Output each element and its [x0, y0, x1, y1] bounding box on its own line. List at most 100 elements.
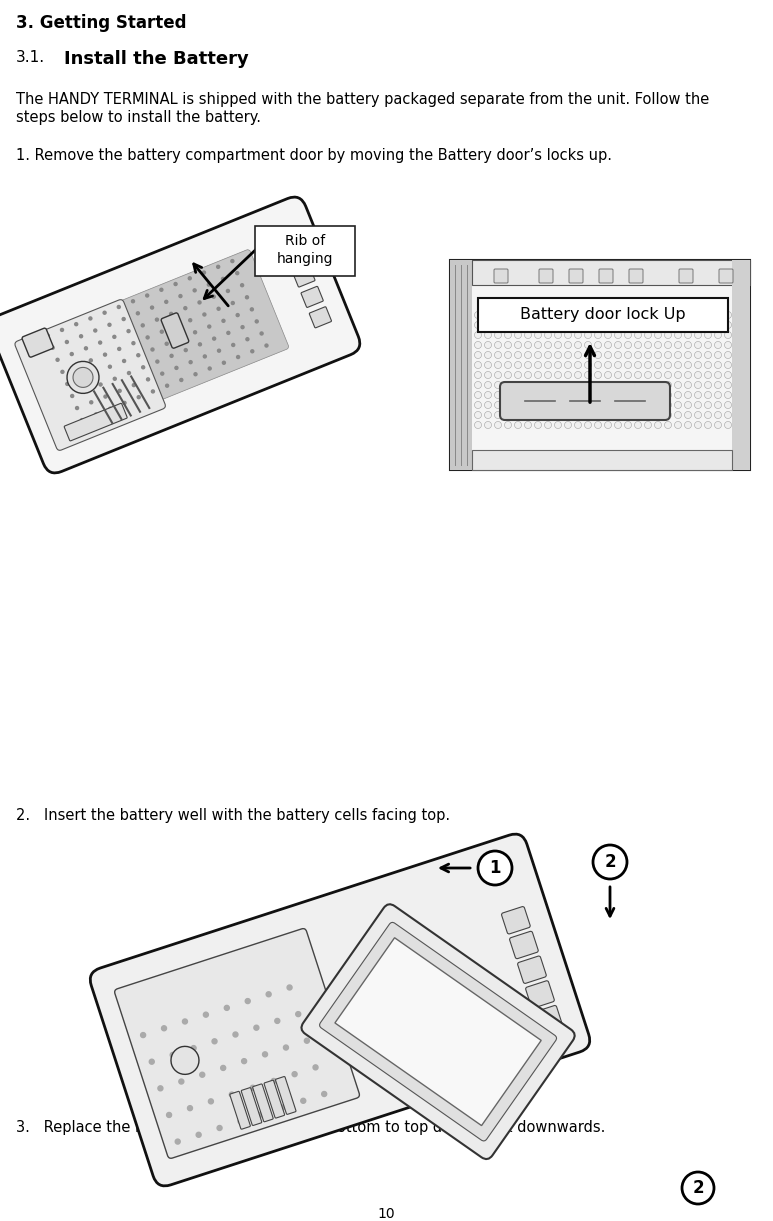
Circle shape	[505, 392, 512, 398]
Circle shape	[594, 411, 601, 419]
FancyBboxPatch shape	[22, 328, 53, 358]
Circle shape	[84, 347, 87, 349]
Circle shape	[505, 352, 512, 359]
Circle shape	[191, 1045, 196, 1050]
Circle shape	[525, 321, 532, 328]
Circle shape	[179, 294, 182, 298]
Circle shape	[574, 321, 581, 328]
Circle shape	[714, 392, 721, 398]
Circle shape	[475, 421, 482, 429]
Circle shape	[655, 352, 662, 359]
Circle shape	[574, 352, 581, 359]
Circle shape	[615, 342, 621, 348]
Circle shape	[226, 331, 230, 335]
Circle shape	[534, 392, 542, 398]
Circle shape	[665, 402, 672, 409]
Circle shape	[189, 360, 192, 364]
Circle shape	[635, 392, 642, 398]
FancyBboxPatch shape	[539, 269, 553, 283]
Circle shape	[284, 1045, 288, 1050]
Circle shape	[495, 421, 502, 429]
Circle shape	[505, 371, 512, 379]
Circle shape	[625, 331, 632, 338]
Circle shape	[75, 322, 78, 326]
Circle shape	[193, 331, 196, 333]
Circle shape	[615, 331, 621, 338]
Circle shape	[160, 288, 163, 292]
Circle shape	[61, 370, 64, 374]
Circle shape	[241, 326, 244, 328]
Circle shape	[475, 331, 482, 338]
Circle shape	[305, 1038, 309, 1043]
Text: 1. Remove the battery compartment door by moving the Battery door’s locks up.: 1. Remove the battery compartment door b…	[16, 148, 612, 162]
Circle shape	[655, 321, 662, 328]
Circle shape	[301, 1099, 306, 1104]
Circle shape	[554, 361, 561, 369]
Text: Battery door lock Up: Battery door lock Up	[520, 308, 686, 322]
Circle shape	[238, 1118, 243, 1123]
Circle shape	[593, 845, 627, 879]
Circle shape	[564, 411, 571, 419]
Circle shape	[485, 331, 492, 338]
Circle shape	[66, 341, 68, 343]
Circle shape	[515, 371, 522, 379]
FancyBboxPatch shape	[500, 382, 670, 420]
Circle shape	[51, 347, 54, 349]
Circle shape	[625, 392, 632, 398]
Circle shape	[704, 361, 711, 369]
Circle shape	[574, 381, 581, 388]
Circle shape	[615, 392, 621, 398]
FancyBboxPatch shape	[502, 906, 530, 934]
Circle shape	[495, 411, 502, 419]
Circle shape	[604, 361, 611, 369]
Circle shape	[724, 361, 731, 369]
Circle shape	[73, 368, 93, 387]
Circle shape	[625, 361, 632, 369]
Circle shape	[193, 289, 196, 292]
Circle shape	[156, 360, 159, 363]
Circle shape	[584, 342, 591, 348]
Circle shape	[604, 352, 611, 359]
Circle shape	[665, 311, 672, 319]
Circle shape	[485, 311, 492, 319]
Circle shape	[544, 371, 551, 379]
Circle shape	[625, 371, 632, 379]
Circle shape	[203, 271, 206, 274]
Circle shape	[175, 1139, 180, 1144]
Circle shape	[675, 321, 682, 328]
Circle shape	[179, 1079, 184, 1084]
Circle shape	[113, 336, 116, 338]
Circle shape	[625, 421, 632, 429]
Circle shape	[675, 371, 682, 379]
Circle shape	[155, 319, 158, 321]
Circle shape	[485, 352, 492, 359]
Circle shape	[145, 294, 148, 297]
Circle shape	[564, 381, 571, 388]
Circle shape	[179, 337, 182, 339]
Circle shape	[287, 985, 292, 990]
Circle shape	[675, 352, 682, 359]
Circle shape	[635, 402, 642, 409]
Circle shape	[515, 411, 522, 419]
Circle shape	[495, 331, 502, 338]
Circle shape	[645, 402, 652, 409]
FancyBboxPatch shape	[36, 249, 288, 433]
Circle shape	[495, 361, 502, 369]
Circle shape	[525, 411, 532, 419]
Circle shape	[604, 381, 611, 388]
Circle shape	[694, 361, 702, 369]
Circle shape	[635, 381, 642, 388]
Circle shape	[655, 361, 662, 369]
Circle shape	[645, 331, 652, 338]
Circle shape	[525, 331, 532, 338]
Circle shape	[485, 342, 492, 348]
FancyBboxPatch shape	[15, 299, 165, 451]
Circle shape	[136, 311, 139, 315]
Bar	[472, 260, 750, 284]
Circle shape	[46, 335, 49, 337]
FancyBboxPatch shape	[114, 929, 359, 1159]
Circle shape	[280, 1105, 284, 1110]
Circle shape	[574, 421, 581, 429]
Circle shape	[554, 352, 561, 359]
Circle shape	[564, 331, 571, 338]
